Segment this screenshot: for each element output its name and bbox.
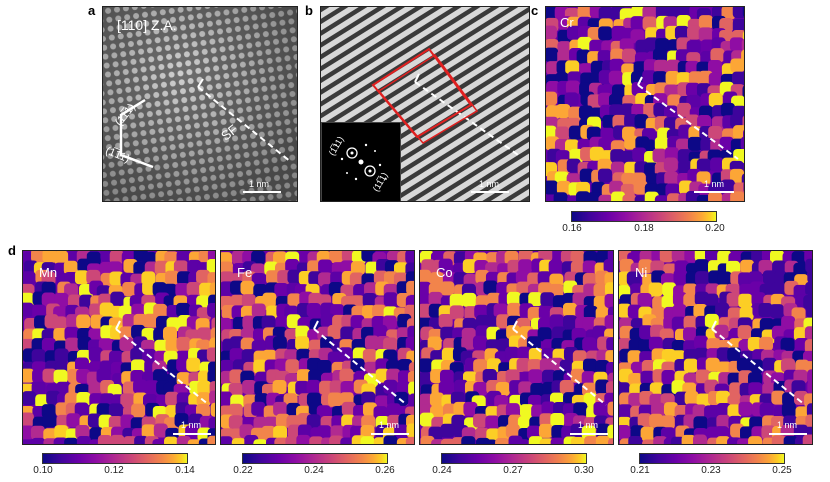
co-colorbar	[441, 453, 587, 464]
panel-letter-b: b	[305, 3, 313, 18]
ni-composition-map	[619, 251, 812, 444]
mn-element-label: Mn	[39, 265, 58, 280]
panel-letter-a: a	[88, 3, 96, 18]
scale-bar-b	[471, 191, 509, 193]
hrtem-lattice-image	[103, 7, 297, 201]
filtered-image-panel: (1̅11) (11̅1) 1 nm	[320, 6, 530, 202]
fe-colorbar	[242, 453, 388, 464]
co-colorbar-max: 0.30	[574, 465, 594, 476]
co-element-label: Co	[436, 265, 453, 280]
scale-bar-label-mn: 1 nm	[181, 420, 202, 430]
co-composition-map	[420, 251, 613, 444]
co-map-panel: Co 1 nm	[419, 250, 614, 445]
scale-bar-label-a: 1 nm	[249, 179, 270, 189]
ni-colorbar-min: 0.21	[630, 465, 650, 476]
ni-stacking-fault-line	[711, 320, 806, 406]
fe-colorbar-max: 0.26	[375, 465, 395, 476]
scale-bar-ni	[769, 433, 807, 435]
mn-colorbar-min: 0.10	[33, 465, 53, 476]
fe-map-panel: Fe 1 nm	[220, 250, 415, 445]
ni-colorbar-mid: 0.23	[701, 465, 721, 476]
fe-stacking-fault-line	[313, 320, 408, 406]
ni-colorbar	[639, 453, 785, 464]
hrtem-image-panel: [110] Z.A. SF (11̅1) (1̅11) 1 nm	[102, 6, 298, 202]
cr-colorbar-mid: 0.18	[634, 223, 654, 234]
scale-bar-label-c: 1 nm	[704, 179, 725, 189]
scale-bar-a	[243, 191, 281, 193]
scale-bar-label-fe: 1 nm	[379, 420, 400, 430]
mn-colorbar-max: 0.14	[175, 465, 195, 476]
mn-stacking-fault-line	[115, 320, 210, 406]
fft-pattern	[335, 143, 387, 181]
scale-bar-label-ni: 1 nm	[777, 420, 798, 430]
ni-map-panel: Ni 1 nm	[618, 250, 813, 445]
fft-inset: (1̅11) (11̅1)	[321, 122, 401, 201]
fe-element-label: Fe	[237, 265, 253, 280]
ni-element-label: Ni	[635, 265, 648, 280]
co-stacking-fault-line	[512, 320, 607, 406]
co-colorbar-min: 0.24	[432, 465, 452, 476]
fe-composition-map	[221, 251, 414, 444]
cr-composition-map	[546, 7, 744, 201]
mn-composition-map	[23, 251, 215, 444]
fe-colorbar-mid: 0.24	[304, 465, 324, 476]
cr-colorbar-min: 0.16	[562, 223, 582, 234]
scale-bar-label-co: 1 nm	[578, 420, 599, 430]
scale-bar-fe	[371, 433, 409, 435]
ni-colorbar-max: 0.25	[772, 465, 792, 476]
zone-axis-label: [110] Z.A.	[117, 17, 177, 33]
mn-colorbar	[42, 453, 188, 464]
fe-colorbar-min: 0.22	[233, 465, 253, 476]
scale-bar-mn	[173, 433, 211, 435]
panel-letter-c: c	[531, 3, 539, 18]
mn-colorbar-mid: 0.12	[104, 465, 124, 476]
mn-map-panel: Mn 1 nm	[22, 250, 216, 445]
cr-map-panel: Cr 1 nm	[545, 6, 745, 202]
cr-stacking-fault-line	[637, 76, 739, 160]
co-colorbar-mid: 0.27	[503, 465, 523, 476]
scale-bar-c	[694, 191, 734, 193]
scale-bar-label-b: 1 nm	[479, 179, 500, 189]
scale-bar-co	[570, 433, 608, 435]
cr-colorbar-max: 0.20	[705, 223, 725, 234]
cr-element-label: Cr	[560, 15, 574, 30]
panel-letter-d: d	[8, 243, 16, 258]
cr-colorbar	[571, 211, 717, 222]
